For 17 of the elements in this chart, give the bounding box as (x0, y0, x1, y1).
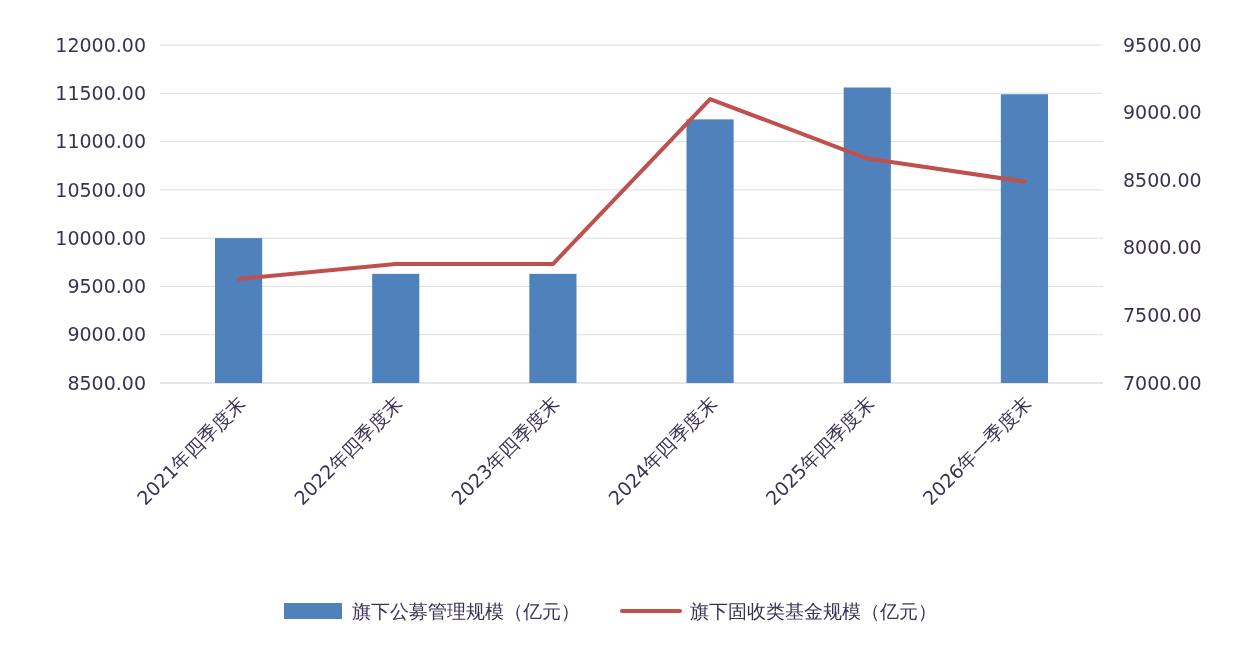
y2-tick-label: 8000.00 (1123, 236, 1202, 259)
y-tick-label: 9500.00 (67, 275, 146, 298)
y2-tick-label: 9000.00 (1123, 101, 1202, 124)
y-tick-label: 11000.00 (55, 130, 146, 153)
y-tick-label: 12000.00 (55, 33, 146, 56)
y2-tick-label: 7500.00 (1123, 304, 1202, 327)
y-tick-label: 9000.00 (67, 323, 146, 346)
y-tick-label: 11500.00 (55, 81, 146, 104)
y2-tick-label: 9500.00 (1123, 33, 1202, 56)
legend-label: 旗下公募管理规模（亿元） (352, 599, 580, 622)
line-series (236, 97, 1027, 281)
y-tick-label: 8500.00 (67, 371, 146, 394)
y2-tick-label: 8500.00 (1123, 168, 1202, 191)
y-tick-label: 10000.00 (55, 226, 146, 249)
y2-tick-label: 7000.00 (1123, 371, 1202, 394)
legend-label: 旗下固收类基金规模（亿元） (690, 599, 937, 622)
y-tick-label: 10500.00 (55, 178, 146, 201)
